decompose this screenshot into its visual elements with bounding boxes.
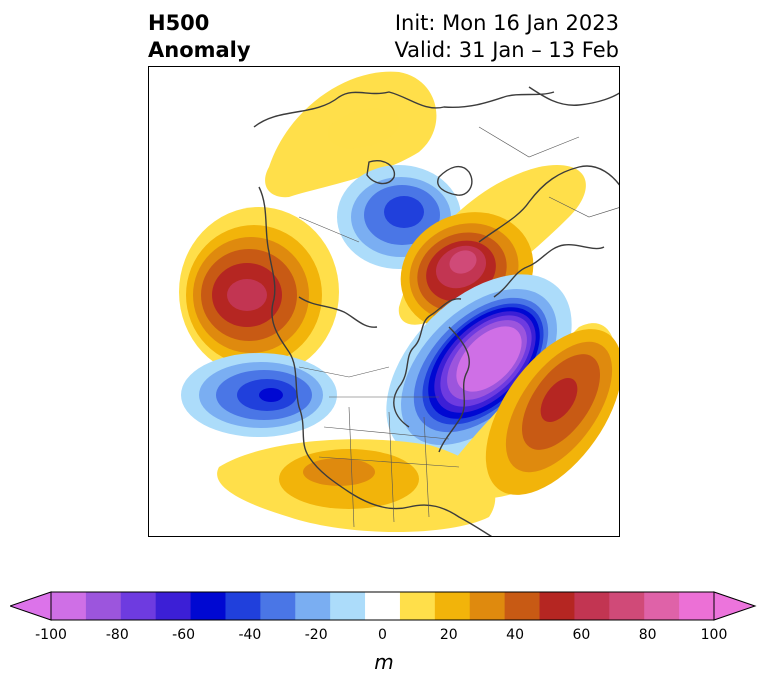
map-title: H500 Anomaly	[148, 10, 251, 64]
colorbar-tick-label: 100	[700, 627, 728, 643]
anomaly-atlantic-positive	[442, 323, 619, 499]
colorbar-under-arrow	[10, 592, 51, 620]
colorbar-segment	[469, 592, 506, 620]
colorbar-segment	[574, 592, 610, 620]
anomaly-atlantic-negative	[386, 274, 572, 460]
colorbar-tick-label: -100	[35, 627, 67, 643]
colorbar-over-arrow	[714, 592, 755, 620]
colorbar-segment	[260, 592, 296, 620]
anomaly-map	[148, 66, 620, 537]
colorbar-tick-label: 0	[378, 627, 387, 643]
colorbar-segment	[225, 592, 261, 620]
colorbar-segment	[434, 592, 471, 620]
anomaly-pacific-negative	[181, 353, 337, 437]
coastlines	[253, 86, 619, 536]
colorbar-segment	[609, 592, 645, 620]
anomaly-arctic-negative	[337, 165, 461, 269]
title-line-1: H500	[148, 11, 210, 35]
colorbar-tick-label: -80	[105, 627, 129, 643]
colorbar-segment	[295, 592, 331, 620]
colorbar-segment	[51, 592, 87, 620]
anomaly-siberia-positive	[265, 71, 437, 198]
colorbar-segment	[504, 592, 541, 620]
title-line-2: Anomaly	[148, 38, 251, 62]
forecast-dates: Init: Mon 16 Jan 2023 Valid: 31 Jan – 13…	[394, 10, 619, 64]
colorbar-segment	[365, 592, 401, 620]
colorbar-segment	[539, 592, 576, 620]
colorbar-segment	[85, 592, 122, 620]
anomaly-map-svg	[179, 71, 619, 536]
colorbar-tick-label: 60	[572, 627, 591, 643]
colorbar-tick-label: -40	[238, 627, 262, 643]
colorbar-segment	[399, 592, 436, 620]
anomaly-bering-positive	[179, 207, 339, 377]
colorbar-tick-label: 40	[506, 627, 525, 643]
colorbar	[10, 591, 757, 621]
colorbar-tick-label: 80	[638, 627, 657, 643]
colorbar-tick-label: 20	[439, 627, 458, 643]
colorbar-segment	[155, 592, 192, 620]
colorbar-segment	[679, 592, 715, 620]
colorbar-segment	[190, 592, 227, 620]
colorbar-segment	[330, 592, 366, 620]
colorbar-tick-label: -20	[304, 627, 328, 643]
country-borders	[298, 126, 619, 528]
colorbar-segment	[120, 592, 157, 620]
colorbar-segment	[644, 592, 680, 620]
colorbar-unit: m	[374, 650, 394, 674]
colorbar-tick-label: -60	[172, 627, 196, 643]
valid-date: Valid: 31 Jan – 13 Feb	[394, 38, 619, 62]
init-date: Init: Mon 16 Jan 2023	[394, 11, 619, 35]
